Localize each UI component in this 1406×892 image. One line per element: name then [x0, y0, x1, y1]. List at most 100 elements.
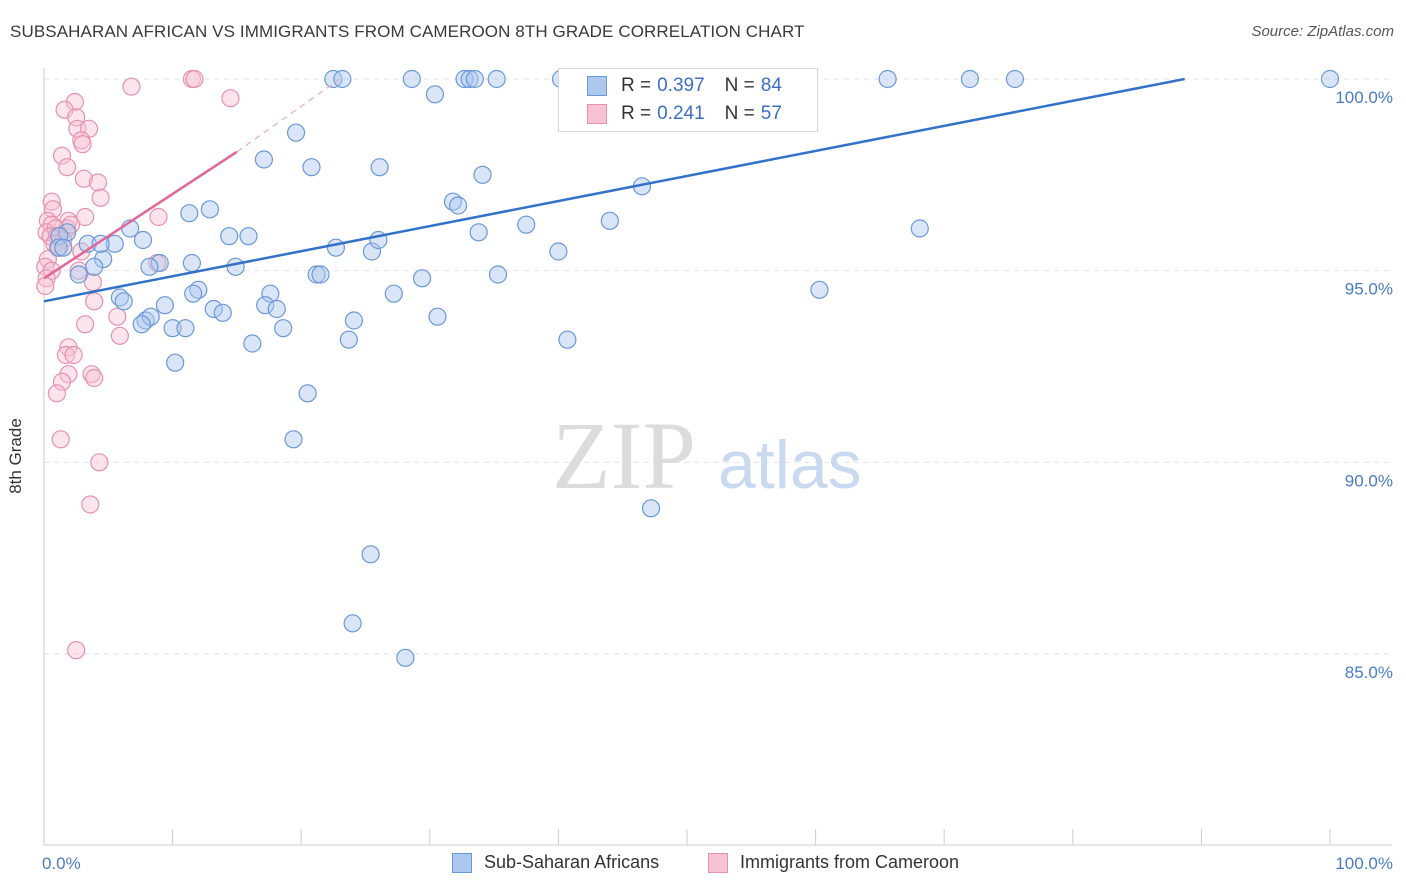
point-subsaharan [133, 230, 153, 250]
point-subsaharan [402, 69, 421, 89]
point-subsaharan [163, 319, 182, 338]
point-subsaharan [114, 292, 133, 311]
watermark-atlas: atlas [718, 427, 862, 503]
point-cameroon [56, 345, 75, 365]
point-subsaharan [213, 303, 232, 322]
point-subsaharan [155, 296, 174, 315]
point-cameroon [221, 89, 240, 108]
point-subsaharan [49, 238, 68, 257]
trend-lines [43, 77, 1185, 303]
point-cameroon [65, 92, 84, 112]
point-subsaharan [448, 196, 468, 215]
point-cameroon [149, 207, 168, 227]
legend-label: Sub-Saharan Africans [484, 852, 660, 872]
r-label: R = [621, 103, 652, 124]
r-value: 0.241 [657, 103, 705, 124]
point-cameroon [42, 192, 61, 211]
point-subsaharan [1005, 69, 1025, 89]
point-cameroon [85, 292, 104, 311]
point-cameroon [67, 108, 86, 127]
point-subsaharan [455, 69, 474, 89]
y-tick-label: 95.0% [1345, 280, 1393, 299]
point-subsaharan [150, 253, 169, 273]
point-subsaharan [600, 211, 619, 230]
point-cameroon [76, 315, 95, 334]
point-subsaharan [176, 319, 195, 338]
point-subsaharan [469, 223, 488, 242]
point-cameroon [88, 173, 108, 192]
point-subsaharan [412, 269, 432, 288]
legend-swatch-pink [708, 852, 728, 873]
point-subsaharan [473, 165, 492, 184]
legend-label: Immigrants from Cameroon [740, 852, 960, 872]
point-subsaharan [641, 499, 661, 518]
point-subsaharan [487, 69, 506, 89]
point-cameroon [47, 384, 66, 403]
point-subsaharan [140, 257, 159, 276]
point-cameroon [85, 368, 104, 388]
point-subsaharan [85, 257, 104, 276]
r-value: 0.397 [657, 75, 705, 96]
point-subsaharan [267, 299, 286, 319]
stats-legend: R = 0.397 N = 84 R = 0.241 N = 57 [558, 68, 818, 132]
point-cameroon [110, 326, 129, 345]
point-subsaharan [361, 545, 380, 564]
x-tick-label: 100.0% [1335, 854, 1393, 873]
point-subsaharan [220, 227, 239, 246]
watermark-zip: ZIP [552, 402, 696, 509]
point-subsaharan [226, 257, 245, 276]
point-cameroon [91, 188, 110, 207]
point-subsaharan [307, 265, 326, 284]
point-subsaharan [132, 315, 151, 334]
watermark: ZIP atlas [552, 402, 862, 509]
point-cameroon [81, 495, 100, 514]
point-subsaharan [50, 227, 69, 246]
point-subsaharan [243, 334, 262, 353]
point-subsaharan [343, 614, 362, 633]
series-legend: Sub-Saharan Africans Immigrants from Cam… [0, 852, 1406, 878]
trend-line-cameroon-extension [236, 78, 341, 153]
point-cameroon [52, 146, 72, 165]
legend-item-cameroon[interactable]: Immigrants from Cameroon [708, 852, 959, 873]
point-subsaharan [261, 284, 280, 303]
y-tick-label: 100.0% [1335, 88, 1393, 107]
point-subsaharan [428, 307, 447, 326]
point-subsaharan [344, 311, 364, 330]
n-label: N = [724, 75, 755, 96]
n-value: 84 [760, 75, 782, 96]
tick-labels: 85.0% 90.0% 95.0% 100.0% 0.0% 100.0% [42, 88, 1393, 873]
point-subsaharan [200, 200, 219, 219]
point-cameroon [67, 641, 86, 660]
point-subsaharan [254, 150, 274, 169]
legend-item-subsaharan[interactable]: Sub-Saharan Africans [452, 852, 659, 873]
point-subsaharan [333, 69, 352, 89]
point-subsaharan [326, 238, 346, 257]
point-subsaharan [384, 284, 403, 303]
point-cameroon [108, 307, 127, 326]
point-cameroon [90, 453, 109, 472]
point-subsaharan [274, 319, 293, 338]
point-subsaharan [339, 330, 358, 349]
trend-line-subsaharan [43, 77, 1185, 303]
point-subsaharan [204, 299, 223, 319]
point-cameroon [73, 135, 92, 154]
x-tick-label: 0.0% [42, 854, 81, 873]
point-subsaharan [362, 242, 382, 261]
point-cameroon [43, 200, 63, 219]
point-subsaharan [256, 296, 275, 315]
series-cameroon-points [36, 69, 240, 660]
point-subsaharan [488, 265, 508, 284]
point-cameroon [74, 169, 93, 188]
point-subsaharan [54, 238, 73, 257]
point-subsaharan [396, 648, 415, 667]
point-cameroon [185, 69, 204, 89]
legend-swatch-pink [587, 104, 607, 124]
point-subsaharan [298, 384, 317, 403]
point-subsaharan [425, 85, 445, 104]
point-subsaharan [182, 253, 201, 273]
point-subsaharan [878, 69, 897, 89]
point-subsaharan [558, 330, 577, 349]
point-subsaharan [960, 69, 980, 89]
point-subsaharan [239, 227, 258, 246]
